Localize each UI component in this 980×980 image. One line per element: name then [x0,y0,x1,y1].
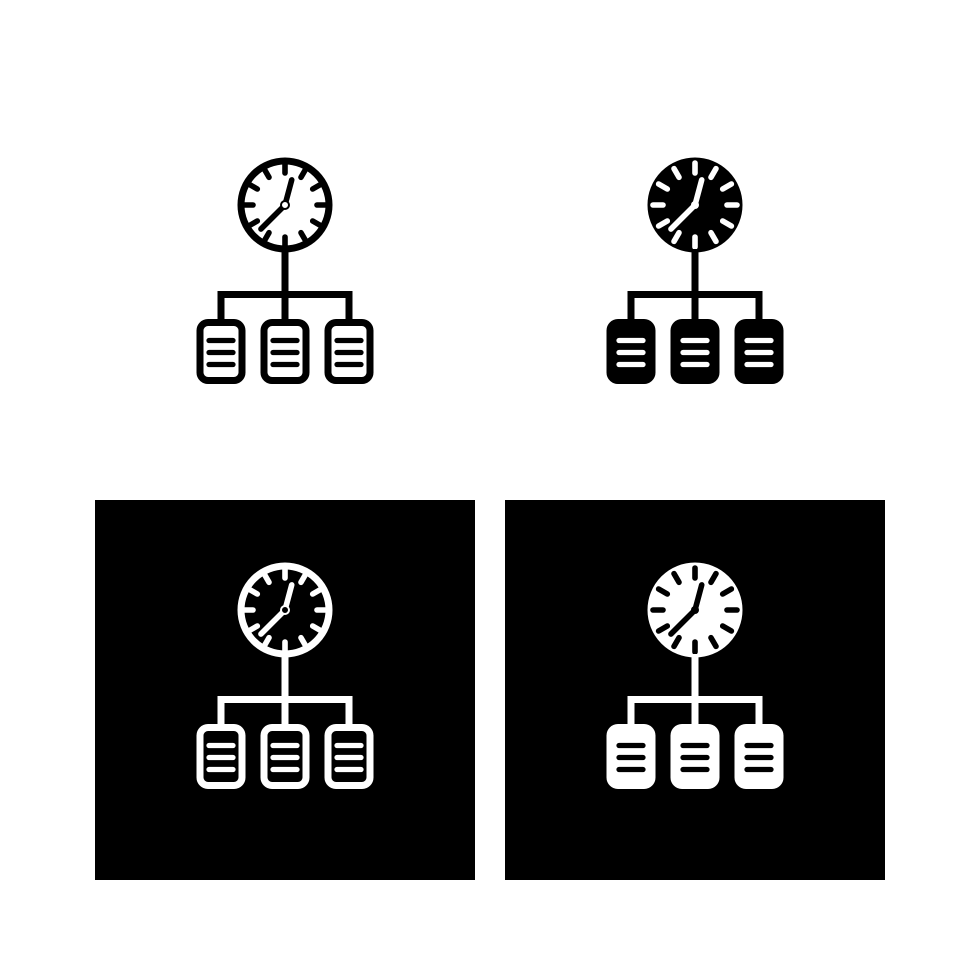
time-hierarchy-icon [565,555,825,825]
time-hierarchy-icon [565,150,825,420]
variant-solid-dark [505,500,885,880]
variant-solid-light [490,80,900,490]
icon-variant-grid [0,0,980,980]
time-hierarchy-icon [155,150,415,420]
time-hierarchy-icon [155,555,415,825]
variant-outline-dark [95,500,475,880]
variant-outline-light [80,80,490,490]
